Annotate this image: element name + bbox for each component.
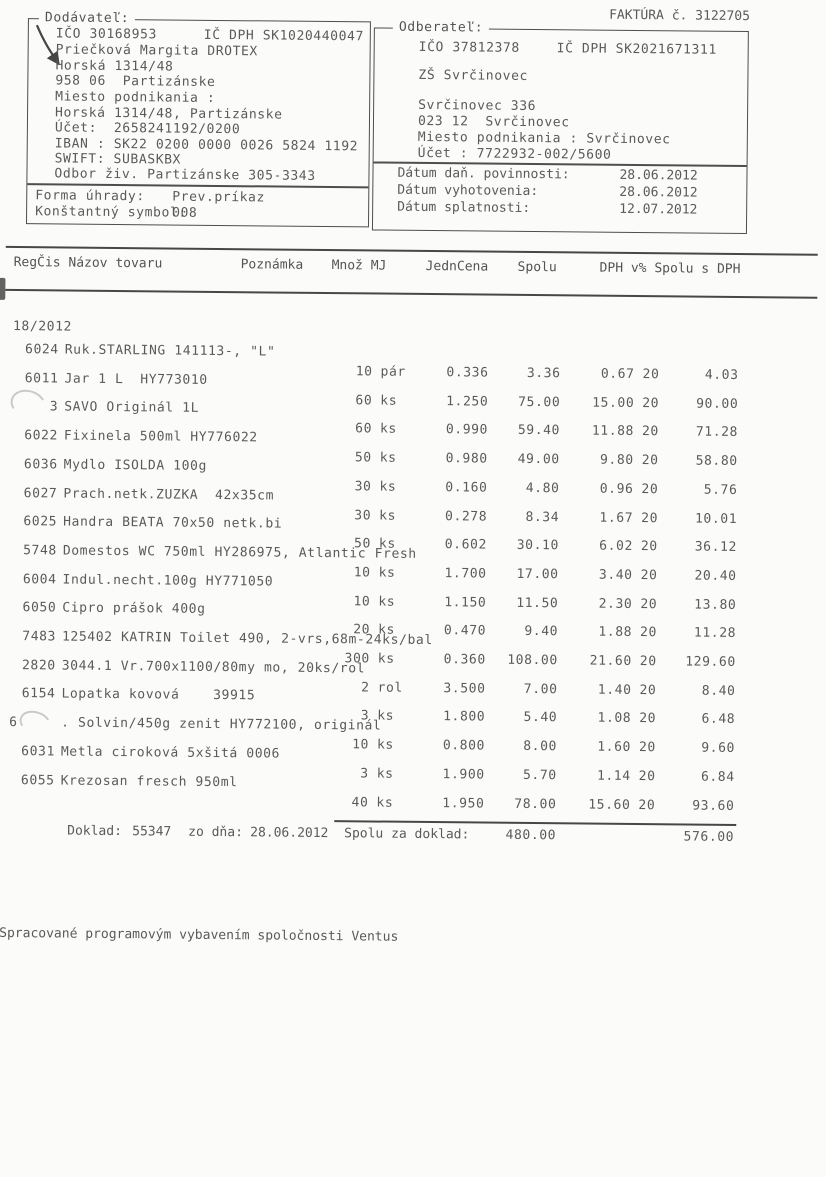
payment-form-value: Prev.príkaz bbox=[172, 189, 266, 206]
supplier-city: 958 06 Partizánske bbox=[55, 73, 216, 90]
customer-box-label: Odberateľ: bbox=[392, 20, 490, 36]
issue-date-label: Dátum vyhotovenia: bbox=[397, 182, 539, 200]
document-date-label: zo dňa: bbox=[188, 824, 244, 841]
customer-box: Odberateľ: IČO 37812378 IČ DPH SK2021671… bbox=[371, 20, 749, 235]
document-number: 55347 bbox=[132, 824, 172, 840]
supplier-street: Horská 1314/48 bbox=[55, 58, 174, 75]
handwritten-arrow-annotation bbox=[35, 24, 60, 66]
due-date-value: 12.07.2012 bbox=[619, 201, 698, 218]
tax-date-label: Dátum daň. povinnosti: bbox=[397, 165, 570, 183]
column-header-jedncena: JednCena bbox=[425, 258, 489, 275]
supplier-box: Dodávateľ: IČO 30168953 IČ DPH SK1020440… bbox=[25, 10, 371, 228]
customer-business-place: Miesto podnikania : Svrčinovec bbox=[417, 129, 671, 148]
document-date: 28.06.2012 bbox=[250, 825, 329, 842]
supplier-business-place-label: Miesto podnikania : bbox=[55, 89, 216, 106]
customer-account: Účet : 7722932-002/5600 bbox=[417, 145, 612, 163]
table-header-bottom-rule bbox=[5, 288, 818, 299]
supplier-ico: IČO 30168953 bbox=[55, 26, 158, 43]
document-total-gross: 576.00 bbox=[683, 829, 735, 845]
customer-ic-dph: IČ DPH SK2021671311 bbox=[556, 41, 717, 58]
constant-symbol-label: Konštantný symbol: bbox=[35, 204, 187, 221]
supplier-name: Priečková Margita DROTEX bbox=[55, 42, 258, 60]
table-header-top-rule bbox=[5, 245, 818, 256]
document-total-label: Spolu za doklad: bbox=[344, 826, 470, 843]
document-total-net: 480.00 bbox=[505, 827, 557, 844]
column-header-spolu: Spolu bbox=[517, 259, 557, 276]
scan-edge-artifact bbox=[0, 277, 6, 300]
processed-by-note: Spracované programovým vybavením spoločn… bbox=[0, 925, 399, 945]
column-header-regcis-nazov: RegČis Názov tovaru bbox=[13, 255, 163, 272]
customer-city: 023 12 Svrčinovec bbox=[417, 113, 570, 131]
supplier-ic-dph: IČ DPH SK1020440047 bbox=[203, 27, 364, 45]
supplier-swift: SWIFT: SUBASKBX bbox=[54, 151, 182, 168]
tax-date-value: 28.06.2012 bbox=[619, 167, 698, 184]
table-row: 6055 Krezosan fresch 950ml 40 ks 1.950 78.00 1… bbox=[20, 773, 735, 814]
customer-ico: IČO 37812378 bbox=[418, 39, 520, 56]
issue-date-value: 28.06.2012 bbox=[619, 184, 698, 201]
due-date-label: Dátum splatnosti: bbox=[397, 199, 531, 216]
supplier-box-divider bbox=[27, 183, 369, 189]
supplier-registry: Odbor živ. Partizánske 305-3343 bbox=[54, 166, 316, 184]
invoice-title: FAKTÚRA č. 3122705 bbox=[609, 7, 751, 25]
constant-symbol-value: 008 bbox=[172, 205, 198, 221]
column-header-mnoz-mj: Množ MJ bbox=[331, 258, 387, 274]
supplier-account: Účet: 2658241192/0200 bbox=[54, 120, 241, 138]
invoice-group-label: 18/2012 bbox=[12, 319, 73, 335]
customer-name: ZŠ Svrčinovec bbox=[418, 67, 529, 84]
payment-form-label: Forma úhrady: bbox=[35, 188, 145, 205]
customer-street: Svrčinovec 336 bbox=[418, 97, 537, 115]
column-header-poznamka: Poznámka bbox=[240, 257, 304, 273]
document-number-label: Doklad: bbox=[67, 823, 123, 840]
column-header-dph-spolu-s-dph: DPH v% Spolu s DPH bbox=[599, 260, 741, 277]
